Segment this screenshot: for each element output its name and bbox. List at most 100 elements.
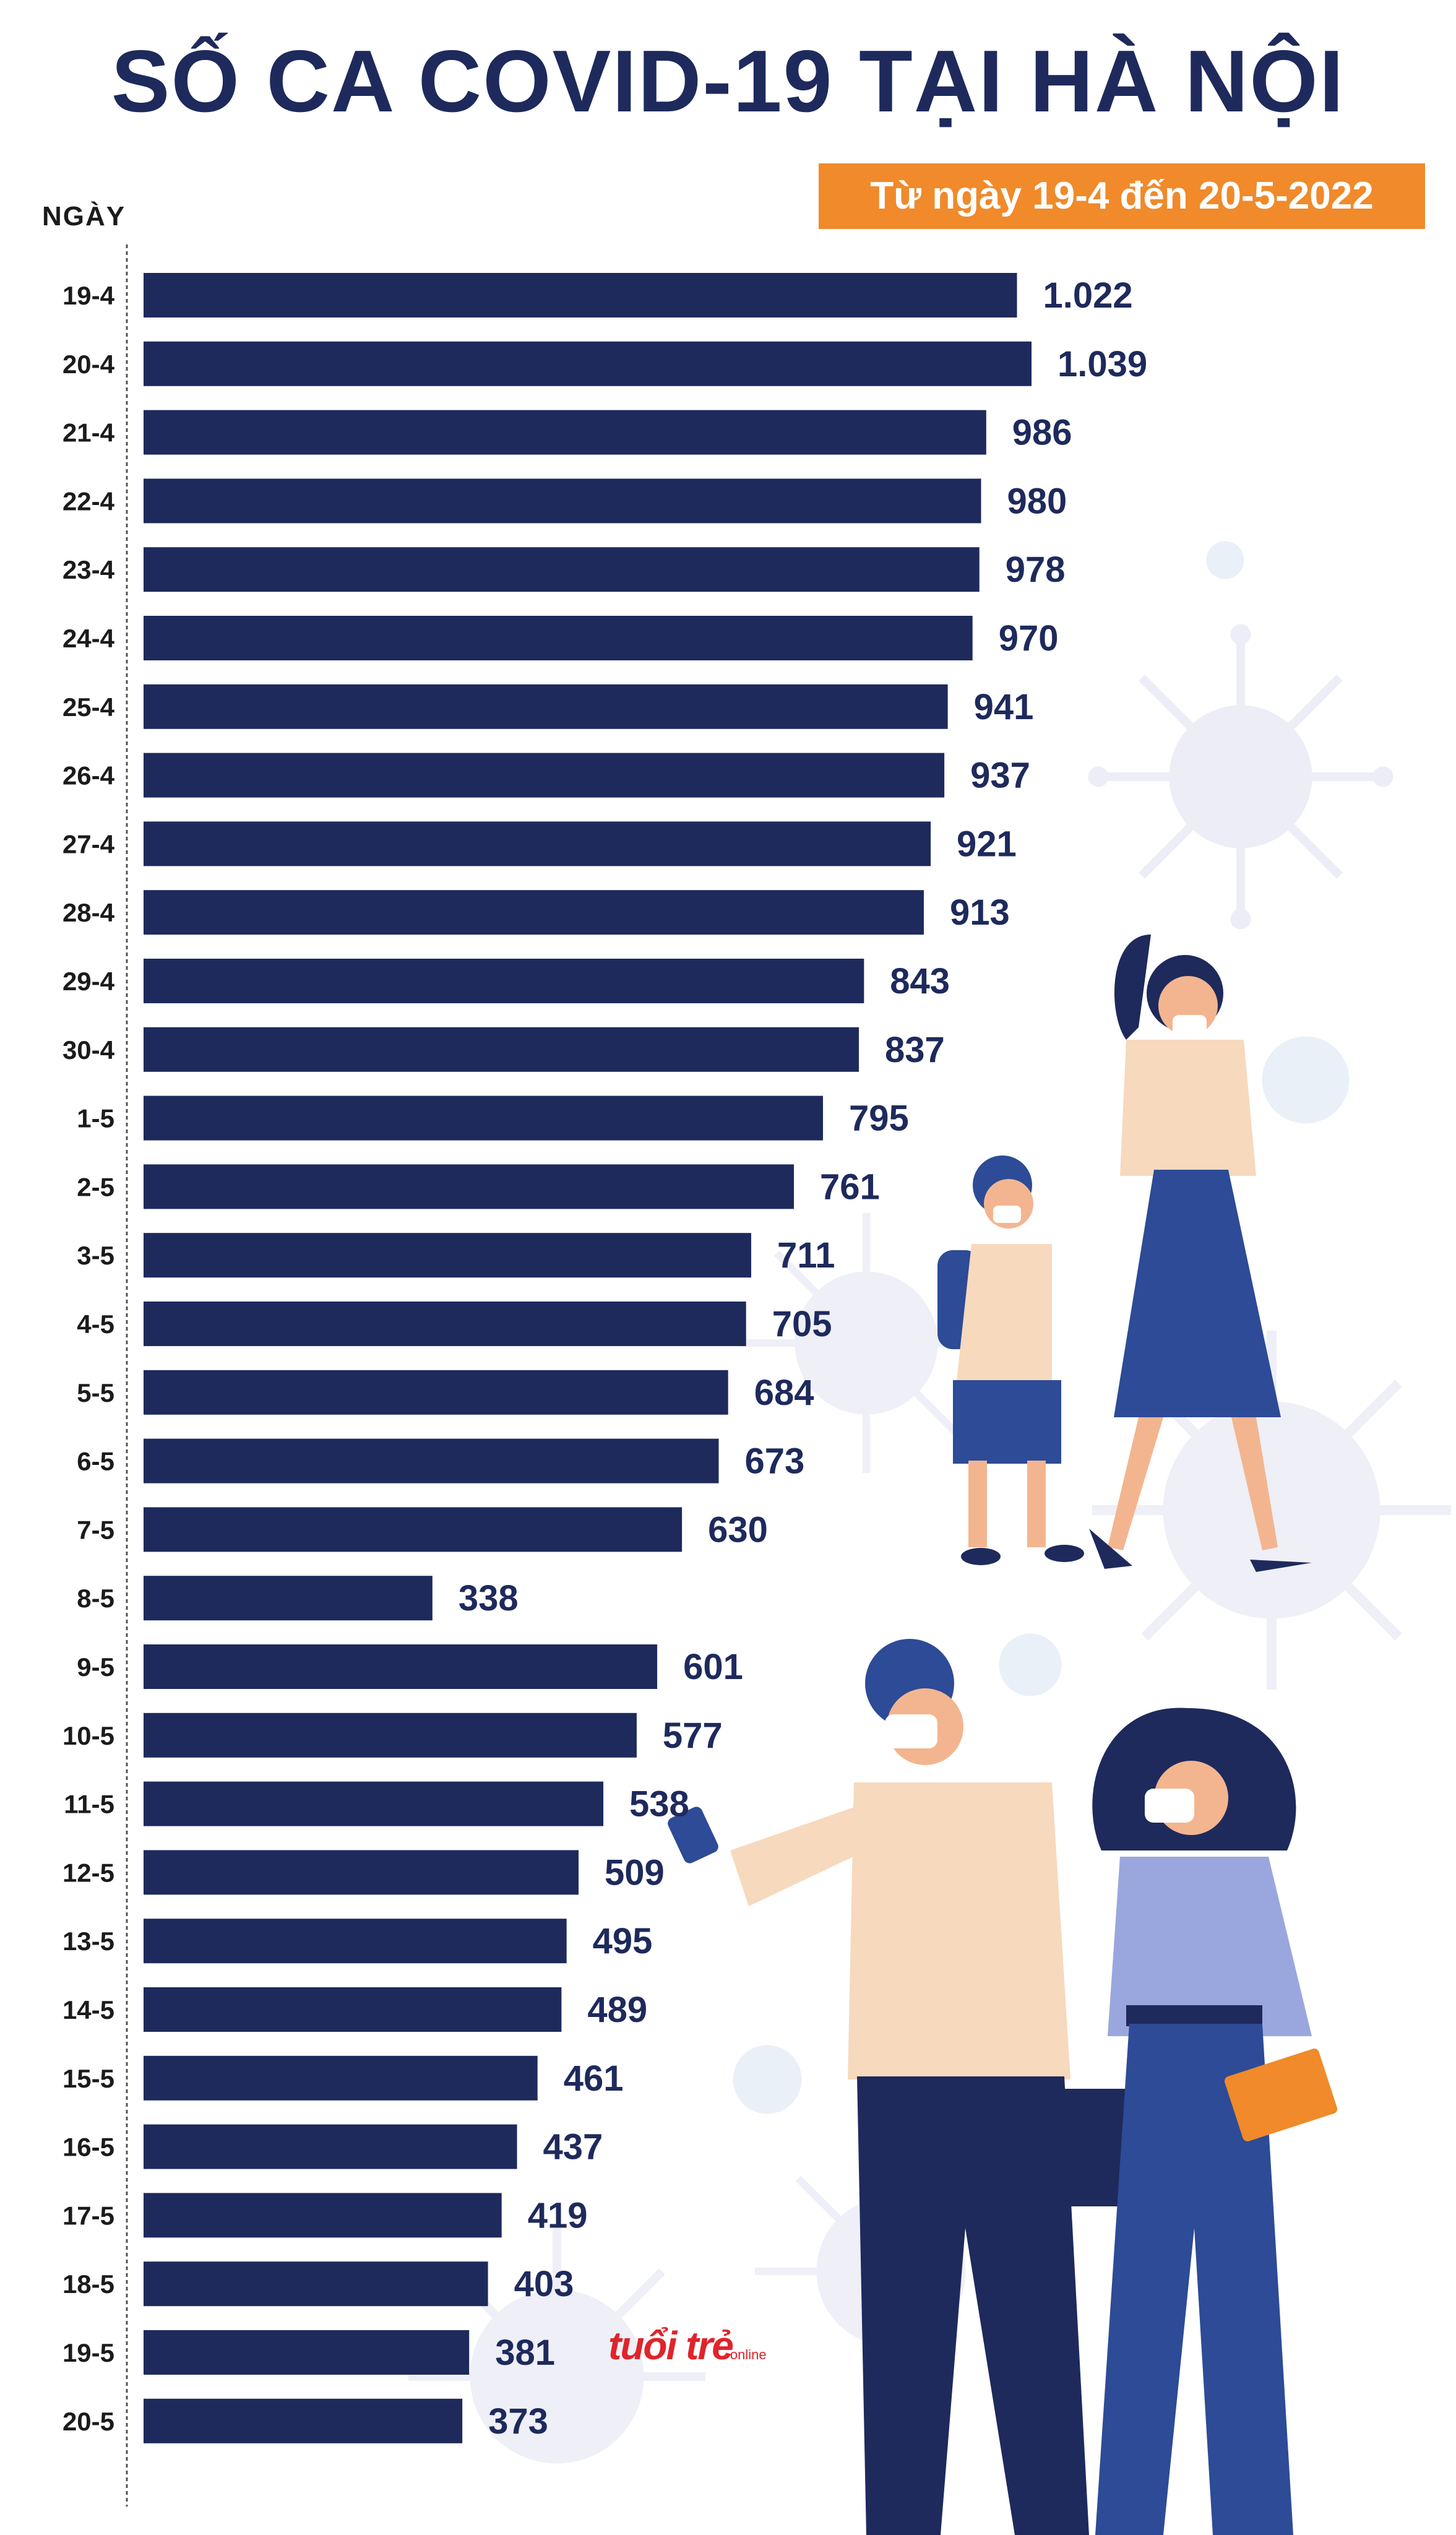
category-label: 27-4 xyxy=(62,829,115,858)
category-label: 7-5 xyxy=(77,1515,114,1544)
bar xyxy=(144,1987,562,2032)
value-label: 937 xyxy=(970,756,1030,796)
tuoi-tre-logo: tuổi trẻ online xyxy=(608,2323,767,2368)
value-label: 921 xyxy=(957,824,1017,864)
category-label: 17-5 xyxy=(62,2201,114,2230)
page-title: SỐ CA COVID-19 TẠI HÀ NỘI xyxy=(111,32,1345,131)
value-label: 538 xyxy=(629,1784,689,1825)
y-axis-label: NGÀY xyxy=(42,201,126,231)
value-label: 630 xyxy=(708,1509,768,1550)
category-label: 19-4 xyxy=(62,281,115,310)
category-label: 30-4 xyxy=(62,1035,115,1065)
category-label: 12-5 xyxy=(62,1858,114,1887)
bar xyxy=(144,1095,824,1141)
bar xyxy=(144,1507,683,1552)
value-label: 795 xyxy=(849,1099,909,1139)
virus-icon xyxy=(1088,624,1394,930)
category-label: 25-4 xyxy=(62,693,115,722)
value-label: 338 xyxy=(459,1578,519,1618)
value-label: 705 xyxy=(772,1304,832,1344)
value-label: 684 xyxy=(754,1373,814,1413)
category-label: 9-5 xyxy=(77,1652,114,1682)
value-label: 711 xyxy=(777,1235,835,1276)
value-label: 980 xyxy=(1007,481,1067,521)
bar xyxy=(144,616,973,660)
value-label: 761 xyxy=(820,1167,880,1207)
category-label: 10-5 xyxy=(62,1721,114,1750)
category-label: 14-5 xyxy=(62,1995,114,2024)
category-label: 1-5 xyxy=(77,1104,114,1133)
bar xyxy=(144,753,945,798)
bar xyxy=(144,1850,579,1895)
value-label: 601 xyxy=(683,1647,743,1687)
category-label: 2-5 xyxy=(77,1172,114,1201)
category-label: 28-4 xyxy=(62,898,115,927)
bar xyxy=(144,547,980,592)
bar xyxy=(144,1233,751,1278)
bar xyxy=(144,1302,746,1346)
value-label: 978 xyxy=(1006,550,1066,590)
value-label: 495 xyxy=(593,1921,653,1961)
bar xyxy=(144,2193,502,2238)
bar xyxy=(144,890,924,935)
category-label: 20-5 xyxy=(62,2407,114,2436)
category-label: 29-4 xyxy=(62,967,115,996)
woman-with-child-illustration xyxy=(937,935,1312,1572)
category-label: 5-5 xyxy=(77,1378,114,1407)
couple-illustration xyxy=(668,1639,1337,2535)
value-label: 381 xyxy=(495,2333,555,2373)
bar xyxy=(144,2124,517,2169)
value-label: 373 xyxy=(488,2401,548,2442)
value-label: 837 xyxy=(885,1030,945,1070)
bar xyxy=(144,1712,637,1758)
value-label: 673 xyxy=(745,1441,805,1482)
value-label: 403 xyxy=(514,2264,574,2304)
category-label: 6-5 xyxy=(77,1447,114,1476)
bar xyxy=(144,2398,463,2443)
value-label: 986 xyxy=(1012,413,1072,453)
bar xyxy=(144,1781,604,1826)
value-label: 437 xyxy=(543,2127,603,2167)
bar xyxy=(144,2055,538,2101)
bar xyxy=(144,410,986,455)
bar xyxy=(144,478,981,524)
category-label: 18-5 xyxy=(62,2269,114,2299)
bar xyxy=(144,1919,567,1964)
bar xyxy=(144,2261,488,2307)
category-label: 26-4 xyxy=(62,761,115,790)
category-label: 20-4 xyxy=(62,350,115,379)
category-label: 13-5 xyxy=(62,1927,114,1956)
value-label: 913 xyxy=(950,892,1010,933)
logo-text: tuổi trẻ xyxy=(608,2323,734,2368)
bar xyxy=(144,1164,795,1209)
category-label: 3-5 xyxy=(77,1241,114,1270)
virus-icon xyxy=(733,541,1350,2114)
bar xyxy=(144,821,931,866)
value-label: 419 xyxy=(528,2195,588,2235)
bar xyxy=(144,959,864,1003)
date-range-badge: Từ ngày 19-4 đến 20-5-2022 xyxy=(819,163,1425,229)
bar xyxy=(144,1370,728,1415)
category-label: 11-5 xyxy=(64,1790,114,1819)
category-label: 4-5 xyxy=(77,1310,114,1339)
category-label: 22-4 xyxy=(62,486,115,516)
value-label: 1.022 xyxy=(1043,275,1133,316)
value-label: 941 xyxy=(974,687,1034,727)
bar xyxy=(144,1644,658,1689)
bar xyxy=(144,273,1017,317)
category-label: 19-5 xyxy=(62,2338,114,2367)
value-label: 970 xyxy=(999,618,1059,659)
category-label: 23-4 xyxy=(62,555,115,584)
bar xyxy=(144,684,948,729)
bar xyxy=(144,1576,433,1621)
category-label: 21-4 xyxy=(62,418,115,447)
bar xyxy=(144,341,1032,386)
bar xyxy=(144,1027,859,1072)
value-label: 843 xyxy=(890,961,950,1001)
bar xyxy=(144,2330,470,2375)
value-label: 509 xyxy=(605,1852,665,1893)
logo-subtext: online xyxy=(730,2347,767,2362)
category-label: 24-4 xyxy=(62,624,115,653)
